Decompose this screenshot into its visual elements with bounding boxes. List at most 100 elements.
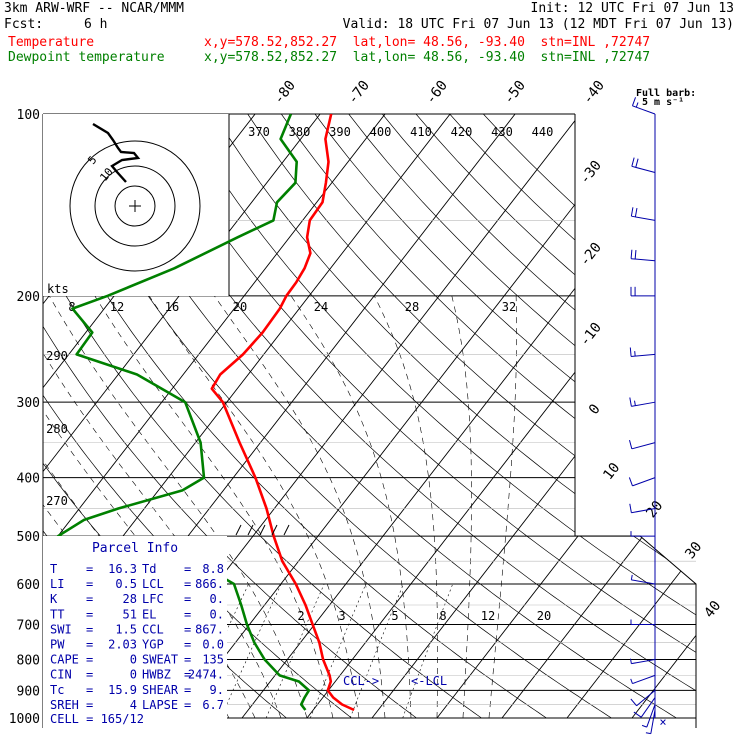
parcel-row-left-eq: =	[86, 698, 93, 712]
wind-barb-flag	[630, 698, 637, 707]
parcel-row-right-eq: =	[184, 668, 191, 682]
moist-adiabat-line	[94, 295, 334, 719]
parcel-row-left-label: Tc	[50, 683, 64, 697]
wind-barb-shaft	[631, 579, 656, 585]
wind-barb	[630, 574, 656, 585]
hodograph-ring	[69, 140, 201, 272]
isotherm-line	[241, 114, 696, 719]
wind-barb	[629, 397, 656, 407]
dewpoint-trace	[56, 114, 311, 711]
moist-adiabat-line	[290, 295, 412, 719]
wind-barb-shaft	[631, 658, 656, 665]
fcst-value: 6 h	[84, 17, 108, 32]
dry-adiabat-line	[314, 114, 696, 719]
pressure-tick-label: 800	[17, 653, 40, 668]
parcel-row-right-value: 6.7	[202, 698, 224, 712]
wind-barb-flag	[630, 249, 633, 259]
pressure-tick-label: 200	[17, 290, 40, 305]
parcel-row-right-label: Td	[142, 562, 156, 576]
isotherm-line	[43, 114, 321, 719]
surface-wind-mark: ×	[659, 715, 666, 729]
isotherm-line	[176, 114, 646, 719]
moist-adiabat-line	[488, 295, 518, 719]
dry-adiabat-label: 420	[451, 125, 473, 139]
wind-barb-shaft	[631, 442, 656, 450]
wind-barb	[629, 347, 656, 357]
isotherm-label: 10	[600, 460, 623, 483]
parcel-row-left-eq: =	[86, 653, 93, 667]
wind-barb	[630, 658, 656, 665]
isotherm-label: -20	[577, 240, 605, 270]
parcel-row-left-eq: =	[86, 562, 93, 576]
model-title: 3km ARW-WRF -- NCAR/MMM	[4, 1, 185, 16]
dry-adiabat-label: 270	[46, 494, 68, 508]
parcel-row-right-value: 9.	[210, 683, 224, 697]
parcel-row-right-value: 0.	[210, 607, 224, 621]
parcel-row-left-value: 16.3	[108, 562, 137, 576]
wind-barb	[630, 619, 655, 625]
parcel-row-right-eq: =	[184, 683, 191, 697]
wind-barb-shaft	[640, 697, 656, 718]
wind-scale-label-line1: Full barb:	[636, 88, 696, 99]
mixing-ratio-line	[310, 583, 367, 719]
parcel-info-title: Parcel Info	[92, 541, 178, 556]
parcel-row-right-eq: =	[184, 607, 191, 621]
parcel-row-right-eq: =	[184, 653, 191, 667]
wind-barb-flag	[634, 207, 638, 217]
parcel-tick	[271, 524, 278, 536]
parcel-row-left-eq: =	[86, 668, 93, 682]
wind-barb-shaft	[632, 674, 656, 685]
parcel-row-left-label: TT	[50, 607, 64, 621]
wind-barb-shaft	[631, 258, 656, 262]
parcel-row-right-label: LCL	[142, 577, 164, 591]
parcel-row-right-value: 0.0	[202, 638, 224, 652]
isotherm-label: -30	[577, 158, 605, 188]
parcel-row-left-label: PW	[50, 638, 65, 652]
fcst-label: Fcst:	[4, 17, 44, 32]
lcl-marker: <-LCL	[411, 674, 447, 688]
parcel-row-left-value: 1.5	[115, 622, 137, 636]
wind-barb-flag	[629, 347, 632, 357]
parcel-row-right-eq: =	[184, 698, 191, 712]
hodograph-bg	[43, 114, 229, 296]
mixing-ratio-label: 8	[439, 609, 446, 623]
mixing-ratio-label: 3	[338, 609, 345, 623]
parcel-row-right-eq: =	[184, 577, 191, 591]
hodograph-speed-label: 32	[502, 300, 516, 314]
wind-barb-half	[641, 724, 647, 728]
parcel-row-right-value: 866.	[195, 577, 224, 591]
parcel-row-right-eq: =	[184, 592, 191, 606]
parcel-row-left-eq: =	[86, 622, 93, 636]
parcel-row-right-value: 0.	[210, 592, 224, 606]
parcel-info-box	[43, 536, 227, 728]
parcel-row-right-value: 8.8	[202, 562, 224, 576]
parcel-row-right-eq: =	[184, 562, 191, 576]
mixing-ratio-line	[402, 583, 453, 719]
wind-barb	[633, 697, 656, 718]
parcel-row-right-eq: =	[184, 638, 191, 652]
wind-barb	[631, 97, 656, 115]
dry-adiabat-label: 290	[46, 349, 68, 363]
pressure-tick-label: 1000	[9, 712, 40, 727]
legend-temperature-name: Temperature	[8, 35, 95, 50]
parcel-cell: CELL = 165/12	[50, 712, 144, 726]
dry-adiabat-label: 370	[248, 125, 270, 139]
wind-barb-flag	[633, 711, 642, 718]
isotherm-line	[436, 114, 696, 719]
wind-barb-shaft	[631, 508, 656, 514]
hodograph-speed-label: 8	[68, 300, 75, 314]
hodograph-speed-label: 20	[233, 300, 247, 314]
parcel-row-left-eq: =	[86, 638, 93, 652]
isotherm-line	[566, 114, 696, 719]
wind-barb-shaft	[650, 709, 656, 734]
parcel-row-left-eq: =	[86, 607, 93, 621]
hodograph-speed-label: 12	[110, 300, 124, 314]
wind-barb	[629, 503, 656, 514]
hodograph-speed-label: 28	[405, 300, 419, 314]
wind-barb	[630, 286, 655, 297]
mixing-ratio-line	[265, 583, 325, 719]
isotherm-label: -70	[345, 78, 373, 108]
pressure-tick-label: 700	[17, 618, 40, 633]
wind-barb-half	[645, 732, 651, 735]
wind-barb-shaft	[632, 477, 656, 487]
